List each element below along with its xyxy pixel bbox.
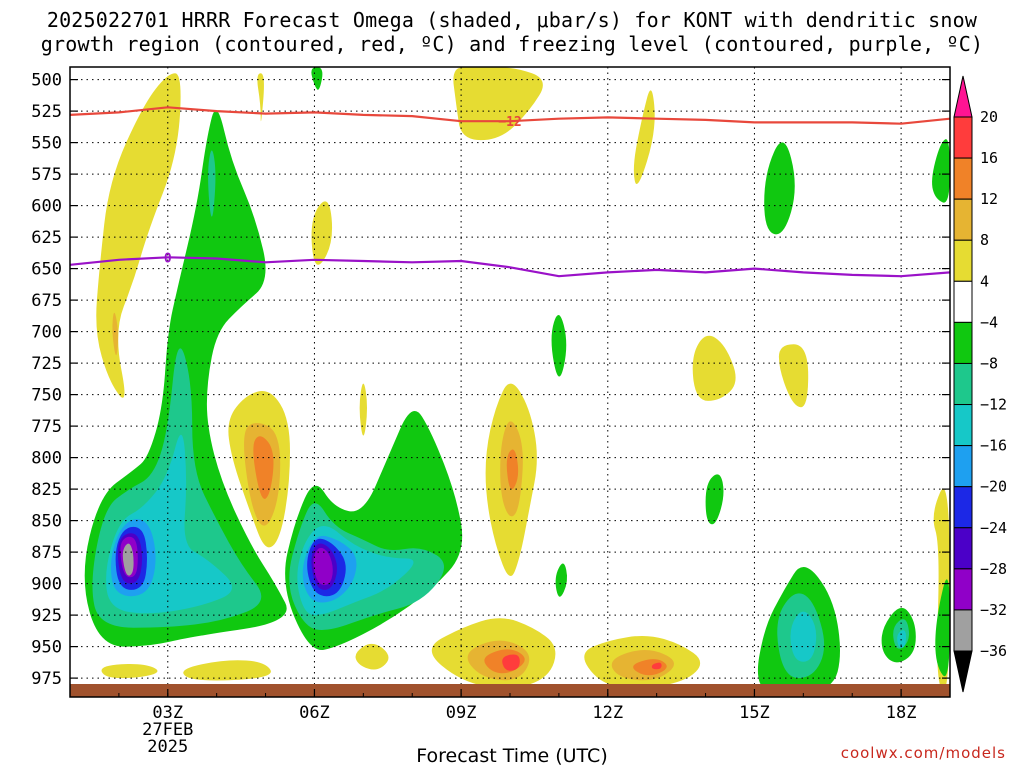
omega-region-12-38 <box>506 449 519 490</box>
colorbar-bin-6 <box>953 362 973 406</box>
x-tick-sublabel-1: 2025 <box>147 737 188 757</box>
plot-axes: 500 525 550 575 600 625 650 675 700 725 750 775 800 8… <box>31 66 951 757</box>
colorbar-label-1: 16 <box>980 149 998 167</box>
omega-region-4-4 <box>633 90 655 184</box>
y-tick-label-675: 675 <box>31 291 62 311</box>
omega-shading <box>84 67 950 695</box>
x-tick-label-06Z: 06Z <box>299 703 330 723</box>
omega-region-12-37 <box>253 436 274 499</box>
y-tick-label-875: 875 <box>31 543 62 563</box>
y-tick-label-775: 775 <box>31 417 62 437</box>
omega-region--4-22 <box>555 563 568 597</box>
y-tick-label-600: 600 <box>31 197 62 217</box>
x-axis-label: Forecast Time (UTC) <box>416 745 608 767</box>
omega-region--12-43 <box>790 611 817 662</box>
omega-region--8-32 <box>208 150 216 217</box>
contour-label-0: −12 <box>498 115 521 130</box>
temperature-contours: −12 0 <box>70 106 950 278</box>
colorbar-top-triangle <box>953 75 973 118</box>
omega-region-8-31 <box>112 312 119 356</box>
colorbar-bin-12 <box>953 609 973 652</box>
omega-region--4-20 <box>551 314 567 377</box>
y-tick-label-825: 825 <box>31 480 62 500</box>
colorbar-bin-9 <box>953 486 973 529</box>
y-tick-label-550: 550 <box>31 134 62 154</box>
x-tick-label-15Z: 15Z <box>739 703 770 723</box>
colorbar-label-10: −24 <box>980 519 1007 537</box>
y-tick-label-525: 525 <box>31 102 62 122</box>
y-tick-label-725: 725 <box>31 354 62 374</box>
x-tick-label-03Z: 03Z <box>152 703 183 723</box>
omega-region--4-21 <box>705 474 724 525</box>
ground-strip <box>70 684 950 697</box>
omega-region-16-46 <box>651 662 662 670</box>
y-tick-label-850: 850 <box>31 512 62 532</box>
omega-region--4-18 <box>311 67 323 90</box>
omega-region--4-25 <box>932 139 950 203</box>
credit-text: coolwx.com/models <box>840 744 1006 762</box>
y-tick-label-950: 950 <box>31 638 62 658</box>
colorbar-bin-1 <box>953 157 973 200</box>
omega-region-4-10 <box>101 663 158 679</box>
omega-region-4-0 <box>96 73 181 398</box>
colorbar-bin-7 <box>953 404 973 447</box>
colorbar-label-4: 4 <box>980 272 989 290</box>
colorbar-bottom-triangle <box>953 650 973 693</box>
colorbar-label-12: −32 <box>980 601 1007 619</box>
y-tick-label-575: 575 <box>31 165 62 185</box>
colorbar-label-9: −20 <box>980 478 1007 496</box>
x-tick-sublabel-0: 27FEB <box>142 720 193 740</box>
y-tick-label-800: 800 <box>31 449 62 469</box>
omega-region-4-6 <box>359 383 367 436</box>
chart-title-line-2: growth region (contoured, red, ºC) and f… <box>40 32 984 56</box>
colorbar-bin-0 <box>953 116 973 159</box>
omega-region-4-1 <box>257 73 264 122</box>
colorbar-bin-4 <box>953 280 973 323</box>
colorbar-label-13: −36 <box>980 642 1007 660</box>
omega-region--4-26 <box>935 579 950 677</box>
colorbar-label-2: 12 <box>980 190 998 208</box>
y-tick-label-700: 700 <box>31 323 62 343</box>
contour-line-0 <box>70 106 950 125</box>
omega-region-4-11 <box>183 660 271 681</box>
ground-fill <box>70 684 950 697</box>
colorbar-label-6: −8 <box>980 354 998 372</box>
colorbar-bin-8 <box>953 445 973 488</box>
colorbar-bin-5 <box>953 321 973 364</box>
chart-title-line-1: 2025022701 HRRR Forecast Omega (shaded, … <box>46 8 978 32</box>
grid-lines <box>70 67 950 697</box>
colorbar-label-0: 20 <box>980 108 998 126</box>
y-tick-label-925: 925 <box>31 606 62 626</box>
colorbar: 20 16 12 8 4 −4 −8 −12 −16 −20 −24 −28 −32 −36 <box>953 75 1007 693</box>
colorbar-bin-10 <box>953 527 973 570</box>
y-tick-label-500: 500 <box>31 71 62 91</box>
y-tick-label-900: 900 <box>31 575 62 595</box>
x-tick-label-12Z: 12Z <box>592 703 623 723</box>
contour-label-1: 0 <box>164 251 172 266</box>
omega-region-4-2 <box>311 201 333 265</box>
y-tick-label-750: 750 <box>31 386 62 406</box>
colorbar-label-3: 8 <box>980 231 989 249</box>
x-tick-label-18Z: 18Z <box>886 703 917 723</box>
omega-region-4-8 <box>692 335 736 401</box>
y-tick-label-975: 975 <box>31 669 62 689</box>
colorbar-label-5: −4 <box>980 313 998 331</box>
y-tick-label-650: 650 <box>31 260 62 280</box>
omega-region-4-12 <box>355 643 389 670</box>
omega-region-16-45 <box>502 654 520 671</box>
colorbar-label-11: −28 <box>980 560 1007 578</box>
colorbar-bin-11 <box>953 568 973 611</box>
contour-line-1 <box>70 256 950 278</box>
colorbar-bin-3 <box>953 239 973 282</box>
omega-region--4-19 <box>764 142 795 235</box>
y-tick-label-625: 625 <box>31 228 62 248</box>
colorbar-label-8: −16 <box>980 437 1007 455</box>
omega-region-4-9 <box>778 344 809 408</box>
omega-region--28-54 <box>313 547 333 586</box>
colorbar-label-7: −12 <box>980 396 1007 414</box>
colorbar-bin-2 <box>953 198 973 241</box>
x-tick-label-09Z: 09Z <box>446 703 477 723</box>
